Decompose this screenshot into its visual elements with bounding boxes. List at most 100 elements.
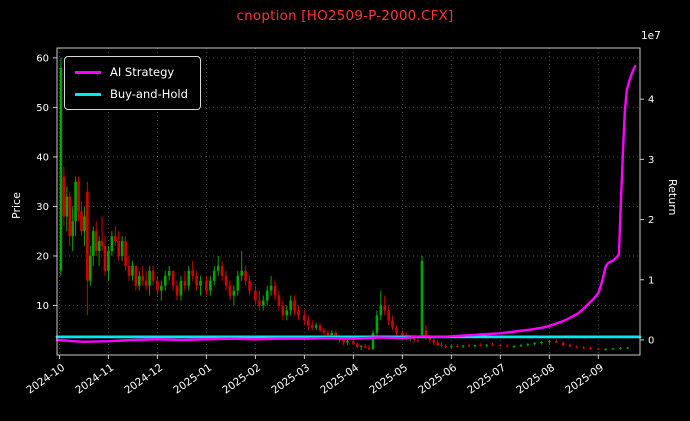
price-tick-label: 50 <box>36 103 49 114</box>
date-tick-label: 2025-09 <box>563 362 606 397</box>
candle-body <box>273 285 277 296</box>
candle-body <box>285 310 289 316</box>
candle-body <box>236 275 240 291</box>
candle-body <box>540 342 543 344</box>
price-axis-label: Price <box>10 192 23 219</box>
candle-body <box>626 347 630 349</box>
candle-body <box>83 216 86 232</box>
ai-strategy-line <box>55 64 637 343</box>
candle-body <box>479 345 483 347</box>
return-axis-offset-text: 1e7 <box>641 30 661 42</box>
candle-body <box>589 348 592 350</box>
candle-body <box>346 341 349 343</box>
candle-body <box>334 332 338 338</box>
candle-body <box>383 305 387 311</box>
candle-body <box>134 265 138 286</box>
candle-body <box>94 231 98 252</box>
date-tick-label: 2025-08 <box>514 362 557 397</box>
date-tick-label: 2025-04 <box>318 361 361 396</box>
candle-body <box>491 344 494 346</box>
candle-body <box>163 275 167 286</box>
date-tick-label: 2024-12 <box>122 362 165 397</box>
return-tick-label: 0 <box>648 335 654 346</box>
candle-body <box>244 270 247 281</box>
candle-body <box>318 325 322 331</box>
date-tick-label: 2025-01 <box>171 362 214 397</box>
candle-body <box>568 345 572 347</box>
candle-body <box>97 241 101 252</box>
candle-body <box>375 315 379 333</box>
candle-body <box>314 325 318 328</box>
candle-body <box>352 341 355 345</box>
buy-and-hold-line-swatch <box>75 92 101 96</box>
candle-body <box>199 280 202 286</box>
candle-body <box>212 270 216 281</box>
price-tick-label: 40 <box>36 152 49 163</box>
date-tick-label: 2025-02 <box>220 362 263 397</box>
candle-body <box>156 280 159 291</box>
candle-body <box>144 280 148 286</box>
candle-body <box>167 270 171 276</box>
candle-body <box>512 346 516 348</box>
candle-body <box>195 275 198 286</box>
candle-body <box>436 342 439 346</box>
candle-body <box>367 347 371 350</box>
return-tick-label: 4 <box>648 95 654 106</box>
candle-body <box>120 241 124 256</box>
candle-body <box>59 67 63 271</box>
candle-body <box>597 348 600 350</box>
candle-body <box>205 280 208 291</box>
candle-body <box>248 280 251 291</box>
candle-body <box>131 265 134 276</box>
candle-body <box>533 343 536 345</box>
candle-body <box>505 345 509 347</box>
candle-body <box>428 337 432 341</box>
candle-body <box>124 241 127 266</box>
return-tick-label: 1 <box>648 275 654 286</box>
candle-body <box>103 246 107 271</box>
candle-body <box>387 310 390 321</box>
candle-body <box>604 349 608 351</box>
candle-body <box>461 345 465 347</box>
candle-body <box>265 290 269 301</box>
candle-body <box>473 345 477 347</box>
candle-body <box>232 290 236 296</box>
candle-body <box>359 346 363 348</box>
candle-body <box>289 300 292 311</box>
candle-body <box>138 275 141 286</box>
candle-body <box>117 241 121 256</box>
candle-body <box>561 342 565 346</box>
candle-body <box>110 236 114 252</box>
candle-body <box>151 270 155 281</box>
candle-body <box>526 344 530 346</box>
candle-body <box>412 337 416 341</box>
candle-body <box>281 305 285 316</box>
candle-body <box>216 265 220 271</box>
candle-body <box>240 270 243 276</box>
date-tick-label: 2025-07 <box>465 362 508 397</box>
candle-body <box>160 285 163 291</box>
price-tick-label: 30 <box>36 202 49 213</box>
candle-body <box>554 341 558 343</box>
candle-body <box>114 236 117 242</box>
price-tick-label: 60 <box>36 53 49 64</box>
candle-body <box>363 346 367 348</box>
candle-body <box>71 221 74 237</box>
candle-body <box>127 265 131 276</box>
legend-item-buy-and-hold: Buy-and-Hold <box>75 87 188 101</box>
candle-body <box>575 346 579 348</box>
candle-body <box>86 191 89 281</box>
candle-body <box>65 196 69 217</box>
price-tick-label: 20 <box>36 251 49 262</box>
candle-body <box>68 196 72 237</box>
candle-body <box>371 332 375 350</box>
legend: AI Strategy Buy-and-Hold <box>64 56 201 110</box>
date-tick-label: 2025-05 <box>367 362 410 397</box>
candle-body <box>519 345 523 347</box>
return-axis-label: Return <box>666 179 679 216</box>
candle-body <box>74 181 77 222</box>
candle-body <box>326 332 330 336</box>
candle-body <box>254 290 257 301</box>
candle-body <box>261 300 265 306</box>
